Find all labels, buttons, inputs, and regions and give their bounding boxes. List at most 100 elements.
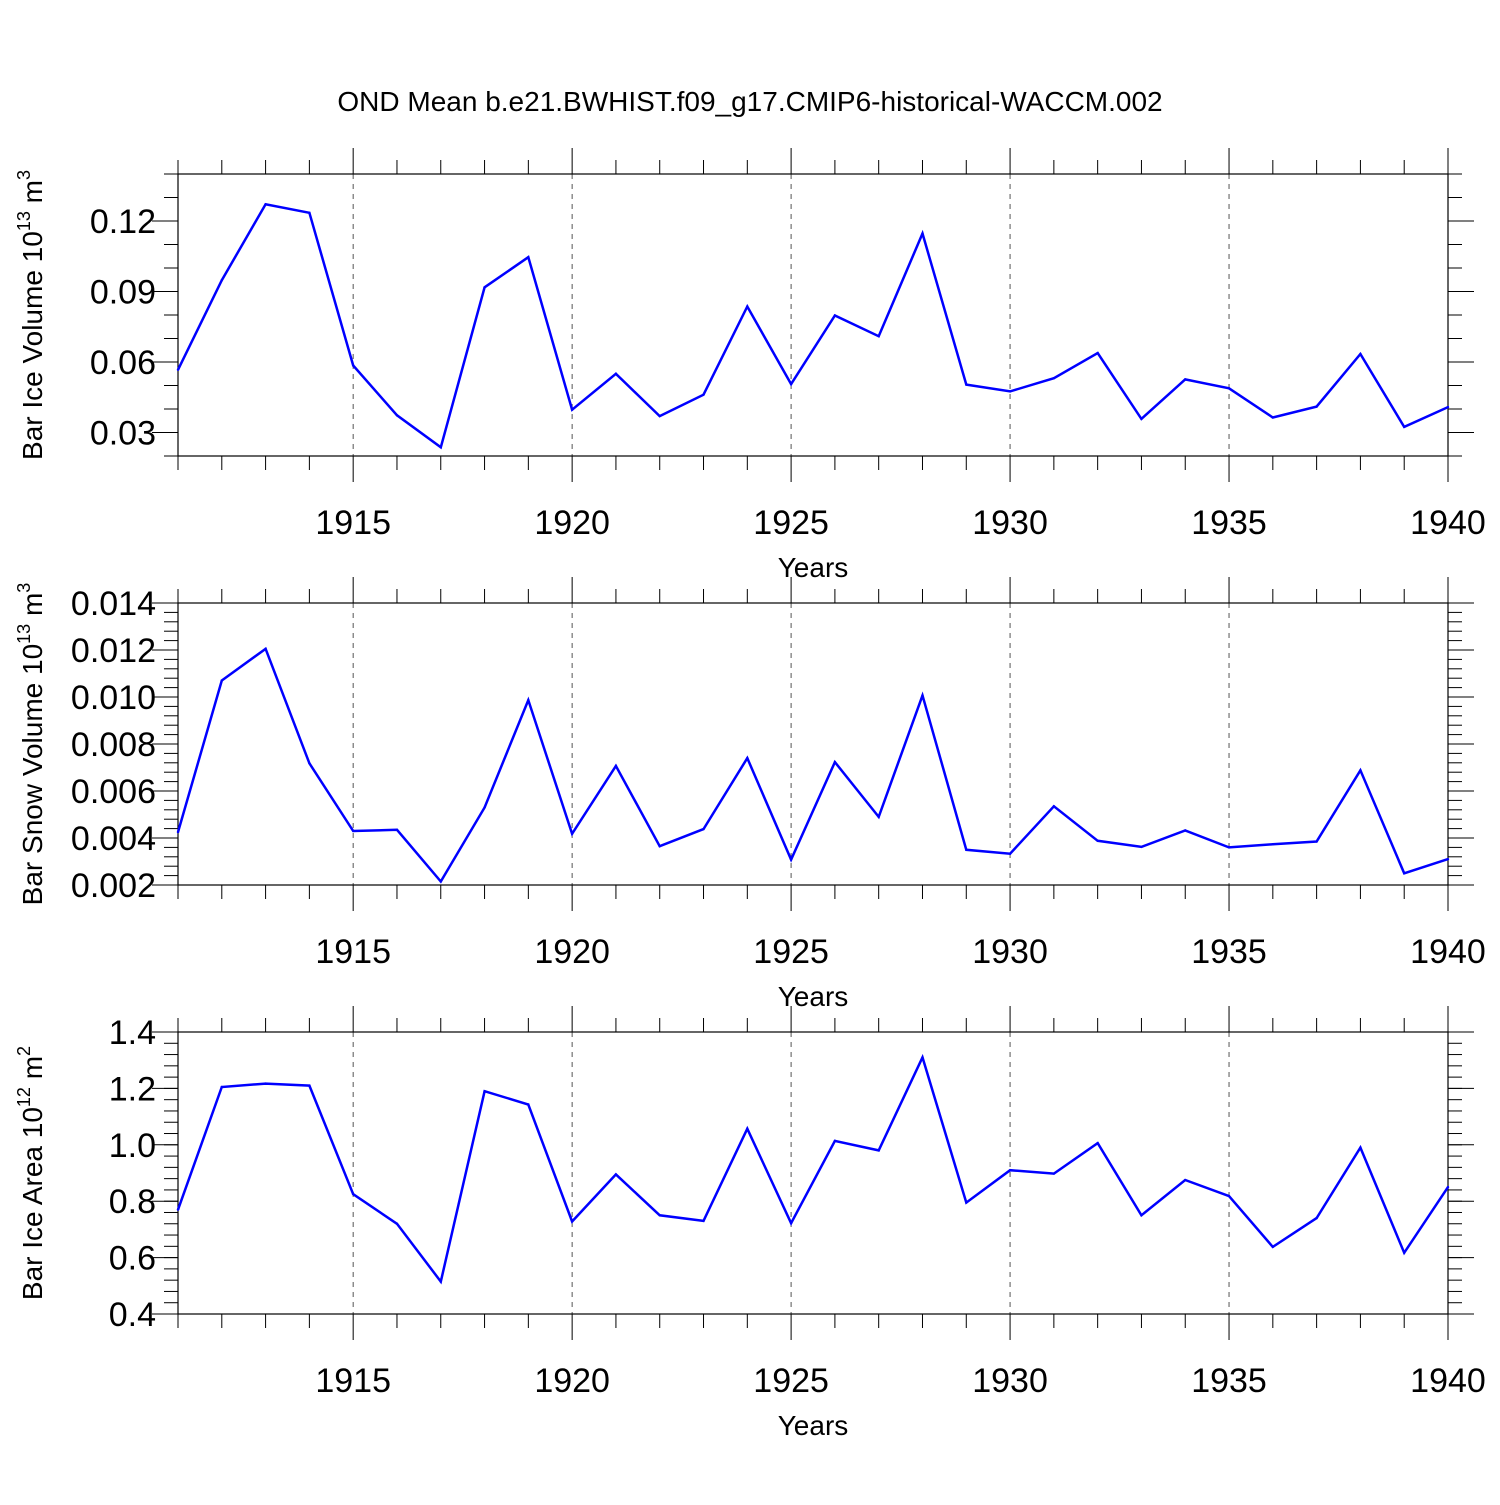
data-point — [1227, 387, 1231, 390]
data-point — [395, 828, 399, 831]
data-point — [220, 279, 223, 282]
x-tick-label: 1940 — [1410, 504, 1486, 542]
series-line — [176, 202, 1449, 450]
plot-frame — [177, 1031, 1449, 1315]
y-tick-label: 0.006 — [71, 773, 156, 811]
y-tick-label: 0.4 — [109, 1296, 156, 1334]
data-point — [176, 368, 180, 371]
data-point — [527, 698, 530, 702]
data-point — [746, 1127, 749, 1130]
data-point — [658, 414, 661, 418]
data-point — [1140, 1214, 1143, 1217]
data-point — [439, 1280, 442, 1283]
data-point — [176, 830, 180, 834]
data-point — [1446, 405, 1450, 409]
plot-frame — [177, 173, 1449, 457]
data-point — [833, 760, 837, 764]
y-tick-label: 0.008 — [71, 726, 156, 764]
chart-panel-2: 0.002 0.004 0.006 0.008 0.010 0.012 0.014 1915 1… — [14, 577, 1486, 1012]
data-point — [1052, 805, 1056, 808]
y-tick-label: 0.8 — [109, 1183, 156, 1221]
data-point — [789, 1221, 793, 1225]
data-point — [746, 756, 749, 760]
x-tick-label: 1930 — [972, 504, 1048, 542]
data-point — [1052, 377, 1056, 380]
data-point — [877, 334, 880, 338]
data-point — [527, 1103, 530, 1106]
data-point — [1184, 829, 1187, 832]
x-tick-label: 1925 — [753, 1362, 829, 1400]
data-point — [395, 414, 399, 417]
data-point — [921, 1056, 924, 1059]
data-point — [1403, 872, 1406, 875]
data-point — [1403, 425, 1406, 429]
data-point — [1096, 1141, 1099, 1145]
y-tick-label: 0.06 — [90, 344, 156, 382]
data-point — [570, 408, 574, 411]
data-point — [1052, 1172, 1056, 1175]
data-point — [1184, 1178, 1187, 1182]
data-point — [614, 1173, 618, 1176]
data-point — [351, 364, 355, 367]
data-point — [965, 848, 968, 851]
data-point — [921, 232, 924, 235]
data-point — [220, 679, 223, 682]
x-tick-label: 1940 — [1410, 933, 1486, 971]
data-point — [483, 806, 486, 809]
y-tick-label: 0.12 — [90, 203, 156, 241]
data-point — [1315, 1216, 1318, 1220]
series-line — [176, 1053, 1450, 1285]
data-point — [1446, 857, 1450, 861]
data-point — [1140, 417, 1143, 421]
data-point — [877, 815, 880, 819]
data-point — [965, 1201, 968, 1204]
data-point — [395, 1222, 399, 1225]
data-point — [1096, 839, 1099, 843]
data-point — [264, 647, 267, 651]
y-tick-label: 0.012 — [71, 632, 156, 670]
data-point — [702, 393, 705, 396]
data-point — [308, 211, 311, 214]
data-point — [308, 762, 311, 765]
x-tick-label: 1940 — [1410, 1362, 1486, 1400]
x-tick-label: 1935 — [1191, 504, 1267, 542]
x-tick-label: 1915 — [315, 504, 391, 542]
data-point — [1096, 351, 1099, 355]
x-tick-label: 1920 — [534, 1362, 610, 1400]
data-point — [220, 1085, 223, 1089]
data-point — [1359, 352, 1362, 356]
plot-frame — [177, 602, 1449, 886]
data-point — [1227, 846, 1231, 849]
x-tick-label: 1930 — [972, 933, 1048, 971]
chart-panel-1: 0.03 0.06 0.09 0.12 1915 1920 1925 1930 1935 1940… — [14, 148, 1486, 583]
y-axis-title: Bar Snow Volume 1013 m3 — [14, 583, 48, 906]
y-axis-title: Bar Ice Area 1012 m2 — [14, 1046, 48, 1300]
data-point — [483, 1090, 486, 1093]
x-tick-label: 1935 — [1191, 1362, 1267, 1400]
data-point — [1403, 1251, 1406, 1255]
chart-panel-3: 0.4 0.6 0.8 1.0 1.2 1.4 1915 1920 1925 1930 1935 19… — [14, 1006, 1486, 1441]
data-point — [439, 880, 442, 883]
y-tick-label: 0.004 — [71, 820, 156, 858]
x-tick-label: 1930 — [972, 1362, 1048, 1400]
data-point — [1140, 845, 1143, 849]
chart-panels: 0.03 0.06 0.09 0.12 1915 1920 1925 1930 1935 1940… — [14, 148, 1486, 1441]
y-axis-title: Bar Ice Volume 1013 m3 — [14, 170, 48, 460]
data-point — [789, 858, 793, 861]
data-point — [746, 305, 749, 308]
y-tick-label: 0.09 — [90, 274, 156, 312]
x-axis-title: Years — [778, 552, 849, 583]
y-tick-label: 1.2 — [109, 1070, 156, 1108]
data-point — [658, 845, 661, 848]
x-tick-label: 1915 — [315, 1362, 391, 1400]
data-point — [1315, 405, 1318, 408]
data-point — [264, 1082, 267, 1085]
x-tick-label: 1915 — [315, 933, 391, 971]
data-point — [658, 1214, 661, 1217]
series-line — [176, 646, 1449, 884]
data-point — [614, 764, 618, 768]
y-tick-label: 0.002 — [71, 867, 156, 905]
data-point — [483, 286, 486, 289]
x-axis-title: Years — [778, 981, 849, 1012]
y-tick-label: 0.014 — [71, 585, 156, 623]
